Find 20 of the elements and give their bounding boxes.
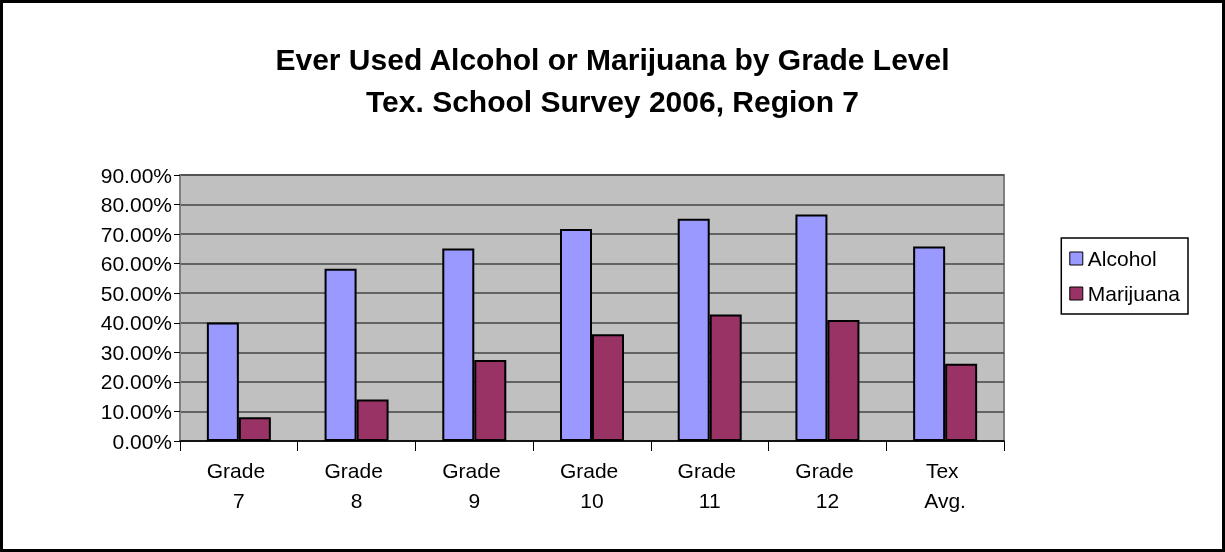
y-tick-label: 70.00% — [100, 222, 172, 246]
x-tick-label: Grade 9 — [442, 458, 507, 512]
legend-label: Marijuana — [1087, 282, 1181, 305]
x-tick-label: Tex Avg. — [924, 458, 966, 512]
x-tick-label: Grade 12 — [795, 458, 860, 512]
y-tick-label: 20.00% — [100, 370, 172, 394]
y-tick-label: 10.00% — [100, 399, 172, 423]
chart-title: Ever Used Alcohol or Marijuana by Grade Level Tex. School Survey 2006, Region 7 — [275, 42, 950, 118]
y-tick-label: 60.00% — [100, 252, 172, 276]
x-tick-label: Grade 10 — [559, 458, 625, 512]
y-tick-label: 30.00% — [100, 340, 172, 364]
y-tick-label: 90.00% — [100, 163, 172, 187]
x-tick-label: Grade 8 — [324, 458, 389, 512]
y-tick-label: 40.00% — [100, 311, 172, 335]
y-tick-label: 0.00% — [112, 429, 172, 453]
y-tick-label: 80.00% — [100, 193, 172, 217]
x-tick-label: Grade 7 — [206, 458, 271, 512]
legend-label: Alcohol — [1087, 247, 1157, 270]
x-tick-label: Grade 11 — [677, 458, 742, 512]
y-tick-label: 50.00% — [100, 281, 172, 305]
